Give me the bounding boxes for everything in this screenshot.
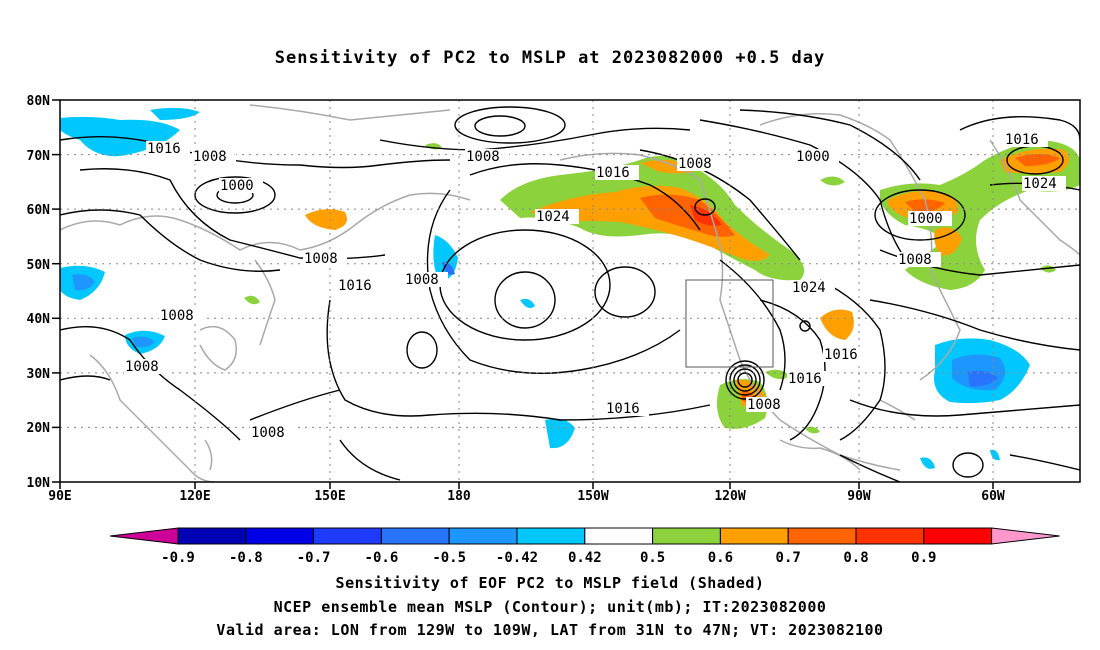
contour-label: 1000 (909, 211, 943, 227)
lon-label: 150E (314, 489, 345, 504)
contour-label: 1008 (678, 156, 712, 172)
contour-label: 1016 (147, 141, 181, 157)
lon-label: 90W (847, 489, 871, 504)
colorbar-label: 0.8 (843, 550, 868, 566)
lat-label: 40N (27, 312, 51, 327)
contour-label: 1008 (898, 252, 932, 268)
contour-label: 1008 (160, 308, 194, 324)
contour-label: 1024 (792, 280, 826, 296)
lat-label: 30N (27, 367, 51, 382)
contour-label: 1016 (824, 347, 858, 363)
lon-label: 180 (447, 489, 471, 504)
colorbar-label: 0.5 (640, 550, 665, 566)
lon-label: 60W (981, 489, 1005, 504)
colorbar-max-arrow (991, 527, 1060, 545)
contour-label: 1008 (251, 425, 285, 441)
lon-label: 150W (577, 489, 608, 504)
footer-line-1: Sensitivity of EOF PC2 to MSLP field (Sh… (335, 574, 765, 592)
contour-label: 1016 (606, 401, 640, 417)
colorbar-label: -0.5 (432, 550, 466, 566)
colorbar-swatches (109, 527, 1060, 545)
colorbar-label: -0.7 (297, 550, 331, 566)
colorbar-swatch (448, 527, 518, 545)
colorbar-min-arrow (109, 527, 179, 545)
lon-label: 90E (48, 489, 71, 504)
lat-label: 70N (27, 149, 51, 164)
valid-area-box (685, 279, 774, 368)
contour-label: 1008 (125, 359, 159, 375)
coastlines (60, 104, 1080, 482)
colorbar-label: 0.9 (911, 550, 936, 566)
contour-label: 1016 (596, 165, 630, 181)
colorbar-swatch (652, 527, 721, 545)
colorbar-swatch (787, 527, 857, 545)
axis-ticks (52, 99, 994, 489)
colorbar-swatch (855, 527, 925, 545)
colorbar-swatch (380, 527, 450, 545)
lat-label: 20N (27, 421, 51, 436)
lat-label: 10N (27, 476, 51, 491)
colorbar-swatch (584, 527, 654, 545)
contour-label: 1008 (304, 251, 338, 267)
contour-label: 1024 (536, 209, 570, 225)
colorbar-label: -0.42 (496, 550, 538, 566)
colorbar-label: -0.8 (229, 550, 263, 566)
contour-label: 1008 (193, 149, 227, 165)
lat-label: 50N (27, 258, 51, 273)
colorbar-swatch (313, 527, 382, 545)
contour-label: 1016 (788, 371, 822, 387)
contour-label: 1008 (747, 397, 781, 413)
colorbar-label: 0.7 (776, 550, 801, 566)
colorbar-swatch (245, 527, 315, 545)
colorbar-label: -0.6 (365, 550, 399, 566)
lat-label: 80N (27, 94, 51, 109)
contour-label: 1024 (1023, 176, 1057, 192)
footer-line-3: Valid area: LON from 129W to 109W, LAT f… (216, 621, 884, 639)
contour-label: 1008 (405, 272, 439, 288)
contour-labels: 1016 1008 1000 1008 1008 1008 1016 1008 … (124, 132, 1066, 441)
colorbar: -0.9 -0.8 -0.7 -0.6 -0.5 -0.42 0.42 0.5 0.6 0.7 0.… (109, 527, 1060, 566)
map-title: Sensitivity of PC2 to MSLP at 2023082000… (274, 48, 826, 68)
colorbar-swatch (177, 527, 247, 545)
colorbar-swatch (516, 527, 586, 545)
colorbar-label: 0.42 (568, 550, 602, 566)
sensitivity-map: 1016 1008 1000 1008 1008 1008 1016 1008 … (27, 94, 1081, 504)
negative-sensitivity-shading (60, 107, 1030, 469)
colorbar-label: 0.6 (708, 550, 733, 566)
contour-label: 1000 (796, 149, 830, 165)
colorbar-swatch (923, 527, 993, 545)
footer-line-2: NCEP ensemble mean MSLP (Contour); unit(… (273, 598, 827, 616)
contour-label: 1016 (338, 278, 372, 294)
lon-label: 120E (179, 489, 210, 504)
contour-label: 1000 (220, 178, 254, 194)
lon-label: 120W (714, 489, 745, 504)
lat-label: 60N (27, 203, 51, 218)
contour-label: 1008 (466, 149, 500, 165)
contour-label: 1016 (1005, 132, 1039, 148)
colorbar-swatch (719, 527, 789, 545)
colorbar-label: -0.9 (161, 550, 195, 566)
